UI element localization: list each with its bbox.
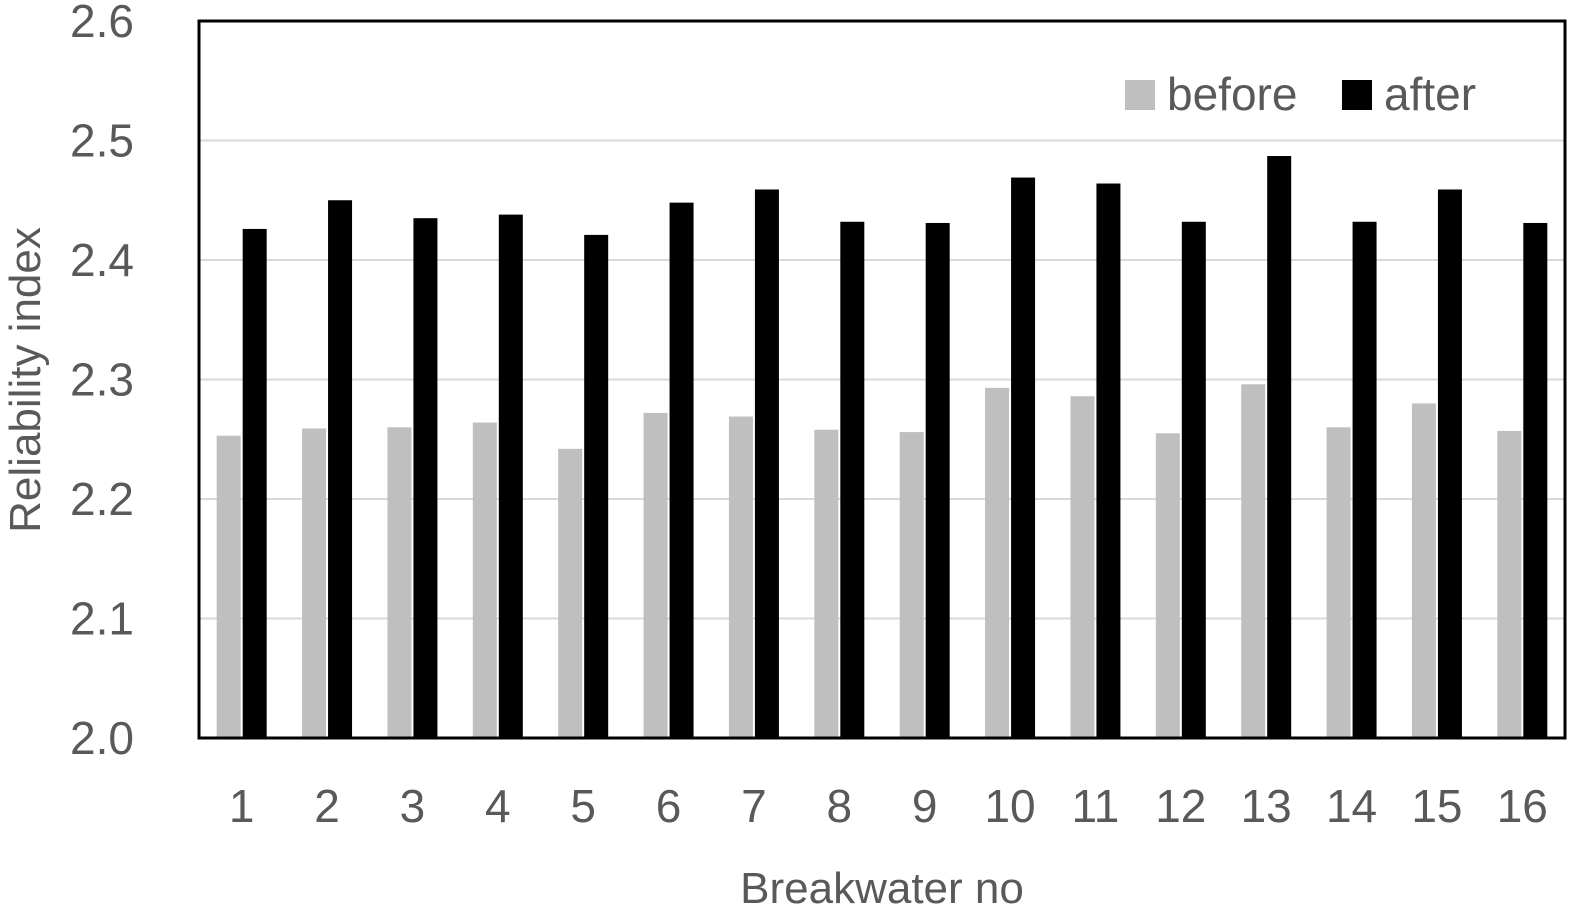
y-axis-title: Reliability index xyxy=(1,227,50,533)
x-tick-label: 4 xyxy=(485,780,511,832)
x-tick-label: 14 xyxy=(1326,780,1377,832)
x-tick-label: 2 xyxy=(314,780,340,832)
legend-label-before: before xyxy=(1167,68,1297,120)
legend-label-after: after xyxy=(1384,68,1476,120)
bar-before-11 xyxy=(1070,396,1095,738)
bar-after-13 xyxy=(1267,156,1292,738)
bar-before-2 xyxy=(302,428,327,738)
x-tick-label: 11 xyxy=(1072,780,1120,832)
bar-after-7 xyxy=(754,189,779,738)
y-tick-label: 2.2 xyxy=(70,473,134,525)
bar-after-3 xyxy=(413,218,438,739)
x-tick-label: 1 xyxy=(229,780,255,832)
bar-before-13 xyxy=(1241,384,1266,738)
bar-before-7 xyxy=(728,416,753,738)
x-tick-label: 13 xyxy=(1241,780,1292,832)
y-tick-label: 2.4 xyxy=(70,234,134,286)
plot-frame xyxy=(197,19,1567,740)
x-tick-labels: 1 2 3 4 5 6 7 8 9 10 11 12 13 14 15 16 xyxy=(229,780,1548,832)
bar-after-4 xyxy=(498,214,523,739)
bar-after-9 xyxy=(925,222,950,738)
x-tick-label: 15 xyxy=(1411,780,1462,832)
bar-before-3 xyxy=(387,427,412,738)
bar-after-5 xyxy=(584,234,609,738)
bar-before-1 xyxy=(216,435,241,738)
bar-after-11 xyxy=(1096,183,1121,738)
x-tick-label: 16 xyxy=(1497,780,1548,832)
bar-after-10 xyxy=(1011,177,1036,739)
bar-before-12 xyxy=(1155,433,1180,738)
bar-before-8 xyxy=(814,429,839,738)
y-tick-label: 2.3 xyxy=(70,354,134,406)
bar-before-15 xyxy=(1411,403,1436,738)
x-tick-label: 8 xyxy=(827,780,853,832)
bar-after-15 xyxy=(1437,189,1462,738)
legend-swatch-before xyxy=(1125,80,1155,110)
y-tick-label: 2.5 xyxy=(70,115,134,167)
bar-after-1 xyxy=(242,228,267,738)
y-tick-label: 2.0 xyxy=(70,712,134,764)
bar-after-12 xyxy=(1181,221,1206,738)
bar-before-4 xyxy=(472,422,497,738)
bar-after-14 xyxy=(1352,221,1377,738)
x-axis-title: Breakwater no xyxy=(740,864,1024,913)
legend: before after xyxy=(1125,68,1476,120)
y-tick-label: 2.1 xyxy=(70,593,134,645)
x-tick-label: 6 xyxy=(656,780,682,832)
x-tick-label: 10 xyxy=(984,780,1035,832)
bar-after-6 xyxy=(669,202,694,738)
y-tick-labels: 2.0 2.1 2.2 2.3 2.4 2.5 2.6 xyxy=(70,0,134,764)
bar-after-2 xyxy=(328,200,353,738)
bar-before-6 xyxy=(643,412,668,738)
bar-after-16 xyxy=(1523,222,1548,738)
x-tick-label: 12 xyxy=(1155,780,1206,832)
x-tick-label: 5 xyxy=(570,780,596,832)
bar-after-8 xyxy=(840,221,865,738)
bar-before-14 xyxy=(1326,427,1351,738)
x-tick-label: 3 xyxy=(400,780,426,832)
bar-before-16 xyxy=(1497,430,1522,738)
legend-swatch-after xyxy=(1342,80,1372,110)
bar-before-5 xyxy=(558,448,583,738)
bar-before-9 xyxy=(899,432,924,738)
x-tick-label: 9 xyxy=(912,780,938,832)
bars xyxy=(216,156,1548,739)
y-tick-label: 2.6 xyxy=(70,0,134,47)
bar-before-10 xyxy=(985,387,1010,738)
x-tick-label: 7 xyxy=(741,780,767,832)
